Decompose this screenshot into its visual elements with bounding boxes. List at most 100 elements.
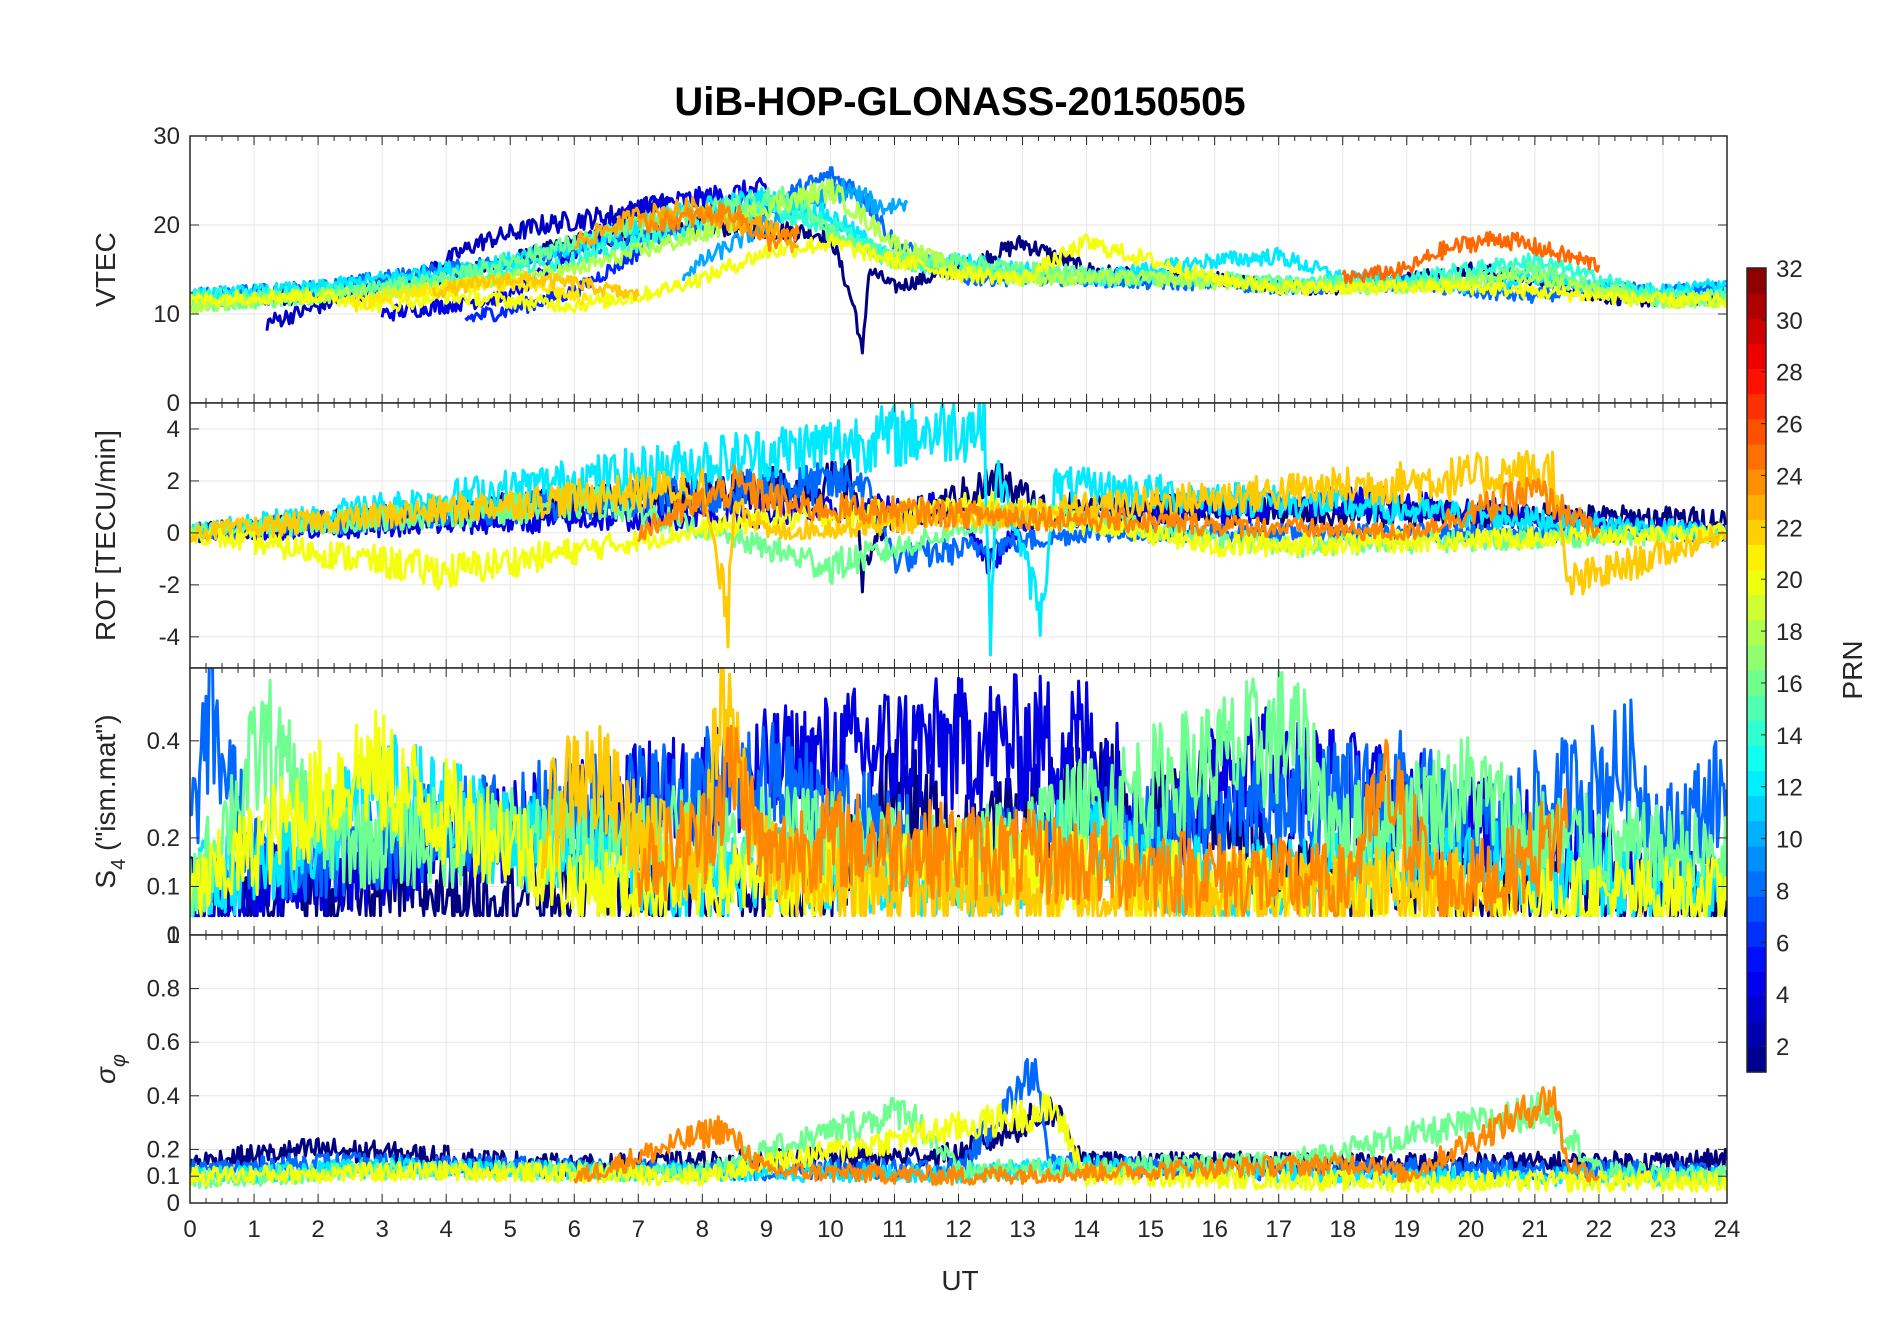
series-line-prn-12 bbox=[190, 403, 1727, 657]
x-tick-label: 21 bbox=[1522, 1216, 1549, 1243]
series-line-prn-16 bbox=[190, 485, 1727, 585]
colorbar-swatch bbox=[1747, 695, 1766, 721]
colorbar-swatch bbox=[1747, 770, 1766, 797]
chart-title: UiB-HOP-GLONASS-20150505 bbox=[674, 80, 1245, 124]
y-tick-label: 0 bbox=[167, 390, 180, 417]
colorbar-tick-label: 10 bbox=[1776, 827, 1803, 854]
colorbar-swatch bbox=[1747, 996, 1766, 1023]
x-tick-label: 13 bbox=[1009, 1216, 1036, 1243]
y-axis-label: ROT [TECU/min] bbox=[90, 430, 121, 641]
colorbar-tick-label: 8 bbox=[1776, 878, 1789, 905]
colorbar-swatch bbox=[1747, 1046, 1766, 1073]
colorbar-swatch bbox=[1747, 820, 1766, 847]
panel-series-group bbox=[190, 166, 1727, 355]
colorbar-swatch bbox=[1747, 971, 1766, 998]
x-tick-label: 8 bbox=[696, 1216, 709, 1243]
x-axis-label: UT bbox=[941, 1265, 978, 1296]
colorbar-swatch bbox=[1747, 644, 1766, 671]
y-tick-label: 0.4 bbox=[147, 1083, 180, 1110]
series-line-prn-24 bbox=[636, 724, 1569, 918]
y-tick-label: 2 bbox=[167, 468, 180, 495]
x-tick-label: 17 bbox=[1265, 1216, 1292, 1243]
y-tick-label: 0.1 bbox=[147, 873, 180, 900]
series-line-prn-21 bbox=[348, 275, 589, 313]
x-tick-label: 1 bbox=[247, 1216, 260, 1243]
panel-rot: -4 -2 0 2 4 ROT [TECU/min] bbox=[90, 402, 1728, 669]
x-tick-label: 14 bbox=[1073, 1216, 1100, 1243]
colorbar-swatch bbox=[1747, 745, 1766, 772]
colorbar-swatch bbox=[1747, 871, 1766, 897]
y-tick-label: 1 bbox=[167, 922, 180, 949]
y-tick-label: 20 bbox=[153, 212, 180, 239]
panel-s4: 0 0.1 0.2 0.4 S4 ("ism.mat") bbox=[90, 667, 1728, 949]
x-tick-label: 6 bbox=[568, 1216, 581, 1243]
panel-series-group bbox=[190, 668, 1727, 918]
y-tick-label: 0.6 bbox=[147, 1029, 180, 1056]
colorbar-tick-label: 18 bbox=[1776, 619, 1803, 646]
colorbar-tick-label: 30 bbox=[1776, 308, 1803, 335]
colorbar-tick-label: 20 bbox=[1776, 567, 1803, 594]
colorbar-swatch bbox=[1747, 293, 1766, 319]
colorbar-swatch bbox=[1747, 670, 1766, 696]
panel-series-group bbox=[190, 1058, 1727, 1194]
colorbar-tick-label: 14 bbox=[1776, 723, 1803, 750]
colorbar-tick-label: 6 bbox=[1776, 930, 1789, 957]
series-line-prn-25 bbox=[1341, 230, 1601, 285]
colorbar-swatch bbox=[1747, 921, 1766, 947]
x-tick-label: 19 bbox=[1393, 1216, 1420, 1243]
x-tick-label: 15 bbox=[1137, 1216, 1164, 1243]
colorbar-swatch bbox=[1747, 544, 1766, 571]
panel-series-group bbox=[190, 403, 1727, 657]
x-tick-label: 16 bbox=[1201, 1216, 1228, 1243]
colorbar-tick-label: 2 bbox=[1776, 1034, 1789, 1061]
series-line-prn-20 bbox=[190, 233, 1727, 314]
colorbar-swatch bbox=[1747, 418, 1766, 445]
colorbar-swatch bbox=[1747, 619, 1766, 646]
y-tick-label: 0.4 bbox=[147, 728, 180, 755]
colorbar-swatch bbox=[1747, 946, 1766, 973]
x-tick-label: 11 bbox=[882, 1216, 907, 1243]
x-tick-label: 22 bbox=[1586, 1216, 1613, 1243]
y-axis-label-subscript: φ bbox=[108, 1054, 130, 1067]
y-tick-label: 10 bbox=[153, 301, 180, 328]
series-line-prn-24 bbox=[572, 1086, 1601, 1187]
x-tick-label: 12 bbox=[945, 1216, 972, 1243]
panel-vtec: 0 10 20 30 VTEC bbox=[90, 123, 1728, 417]
colorbar-swatch bbox=[1747, 443, 1766, 470]
x-tick-label: 23 bbox=[1650, 1216, 1677, 1243]
colorbar-swatch bbox=[1747, 720, 1766, 746]
x-tick-label: 20 bbox=[1457, 1216, 1484, 1243]
colorbar-swatch bbox=[1747, 469, 1766, 495]
colorbar-border bbox=[1746, 267, 1767, 1073]
colorbar-swatch bbox=[1747, 569, 1766, 596]
y-axis-label-main: S bbox=[90, 870, 121, 889]
y-axis-label: σφ bbox=[90, 1054, 130, 1084]
y-tick-label: 30 bbox=[153, 123, 180, 150]
colorbar-swatch bbox=[1747, 896, 1766, 922]
colorbar-swatch bbox=[1747, 519, 1766, 545]
y-tick-label: 0 bbox=[167, 922, 180, 949]
x-tick-label: 2 bbox=[311, 1216, 324, 1243]
y-tick-label: 0 bbox=[167, 1190, 180, 1217]
colorbar-tick-label: 28 bbox=[1776, 360, 1803, 387]
colorbar-tick-label: 12 bbox=[1776, 775, 1803, 802]
colorbar-swatch bbox=[1747, 795, 1766, 822]
series-line-prn-22 bbox=[190, 449, 1727, 649]
x-tick-label: 18 bbox=[1329, 1216, 1356, 1243]
y-tick-label: 0.2 bbox=[147, 1136, 180, 1163]
x-tick-label: 5 bbox=[504, 1216, 517, 1243]
colorbar-swatch bbox=[1747, 845, 1766, 872]
x-tick-label: 7 bbox=[632, 1216, 645, 1243]
colorbar-swatch bbox=[1747, 494, 1766, 520]
colorbar-swatch bbox=[1747, 393, 1766, 420]
colorbar-tick-label: 26 bbox=[1776, 412, 1803, 439]
y-tick-label: 4 bbox=[167, 416, 180, 443]
y-tick-label: -4 bbox=[159, 624, 180, 651]
series-line-prn-24 bbox=[637, 201, 800, 252]
x-tick-label: 9 bbox=[760, 1216, 773, 1243]
y-axis-label-main: σ bbox=[90, 1066, 121, 1084]
